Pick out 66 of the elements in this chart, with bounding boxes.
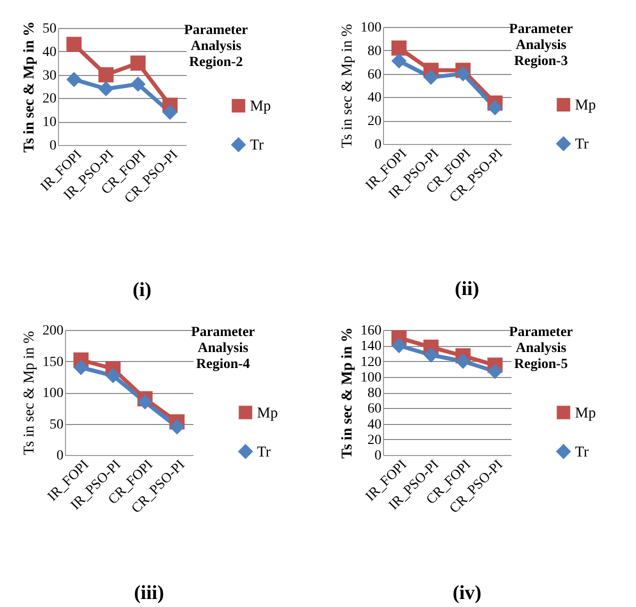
point xyxy=(391,338,407,354)
y-tick-label: 40 xyxy=(42,44,56,60)
y-tick-label: 160 xyxy=(360,324,382,338)
legend-label: Tr xyxy=(575,136,589,153)
y-tick-label: 50 xyxy=(50,417,64,432)
y-tick-label: 0 xyxy=(374,448,382,464)
y-tick-label: 40 xyxy=(368,417,382,432)
y-tick-label: 0 xyxy=(50,138,56,154)
y-tick-label: 150 xyxy=(42,354,64,370)
y-tick-label: 80 xyxy=(368,386,382,401)
y-tick-label: 50 xyxy=(42,22,56,36)
y-tick-label: 30 xyxy=(42,68,56,84)
text: Parameter Analysis Region-2 xyxy=(184,22,248,70)
point xyxy=(391,40,407,56)
point xyxy=(137,394,153,410)
point xyxy=(169,419,185,434)
y-tick-label: 60 xyxy=(368,402,382,417)
y-tick-label: 10 xyxy=(42,115,56,130)
y-axis-title: Ts in sec & Mp in % xyxy=(340,327,356,459)
point xyxy=(162,104,178,120)
point xyxy=(487,100,503,116)
legend-label: Mp xyxy=(257,406,278,422)
point xyxy=(73,360,89,376)
y-tick-label: 20 xyxy=(368,432,382,448)
y-tick-label: 60 xyxy=(368,67,382,82)
point xyxy=(66,36,82,52)
point xyxy=(105,368,121,384)
y-tick-label: 140 xyxy=(360,339,382,354)
point xyxy=(423,347,439,363)
y-tick-label: 200 xyxy=(42,324,64,338)
point xyxy=(391,53,407,69)
point xyxy=(98,81,114,96)
y-tick-label: 20 xyxy=(368,114,382,130)
point xyxy=(130,56,146,71)
legend-label: Mp xyxy=(575,98,596,114)
point xyxy=(66,72,82,88)
y-tick-label: 80 xyxy=(368,44,382,59)
text: Parameter Analysis Region-5 xyxy=(509,325,573,372)
text: Parameter Analysis Region-3 xyxy=(509,22,573,69)
point xyxy=(455,66,471,82)
y-tick-label: 20 xyxy=(42,92,56,107)
y-tick-label: 100 xyxy=(42,386,64,401)
y-tick-label: 100 xyxy=(360,370,382,386)
point xyxy=(98,67,114,82)
point xyxy=(455,354,471,369)
text: (i) xyxy=(132,279,152,301)
y-tick-label: 40 xyxy=(368,90,382,106)
legend-label: Tr xyxy=(257,444,271,460)
point xyxy=(423,70,439,85)
text: Parameter Analysis Region-4 xyxy=(191,325,255,372)
y-tick-label: 100 xyxy=(360,20,382,36)
legend-label: Mp xyxy=(250,98,271,115)
text: (iv) xyxy=(452,582,482,604)
y-axis-title: Ts in sec & Mp in % xyxy=(340,24,356,148)
y-tick-label: 120 xyxy=(360,354,382,370)
y-tick-label: 0 xyxy=(374,138,382,152)
text: (iii) xyxy=(134,582,164,604)
y-axis-title: Ts in sec & Mp in % xyxy=(22,21,38,153)
legend-label: Mp xyxy=(575,406,596,422)
text: (ii) xyxy=(454,278,480,300)
point xyxy=(487,364,503,379)
legend-label: Tr xyxy=(575,444,589,460)
point xyxy=(130,76,146,92)
y-axis-title: Ts in sec & Mp in % xyxy=(22,331,38,455)
legend-label: Tr xyxy=(250,138,264,154)
y-tick-label: 0 xyxy=(56,448,64,464)
